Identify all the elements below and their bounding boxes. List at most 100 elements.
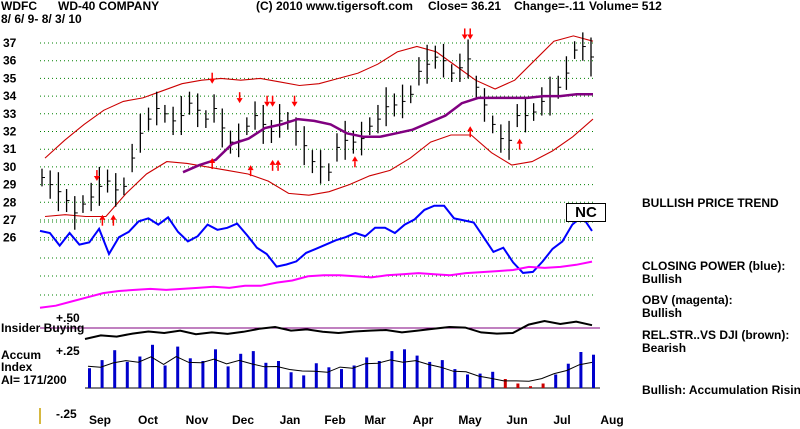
relstr-value: Bearish xyxy=(642,341,687,355)
sell-arrow xyxy=(236,98,243,104)
accum-bar xyxy=(390,351,394,388)
accum-bar xyxy=(529,386,532,388)
y-tick-label: 36 xyxy=(3,54,17,68)
closing-power-title: CLOSING POWER (blue): xyxy=(642,259,786,273)
accum-bar xyxy=(88,368,91,388)
buy-arrow xyxy=(275,159,282,165)
buy-arrow xyxy=(351,156,358,162)
change-value: Change=-.11 xyxy=(514,0,586,13)
accum-bar xyxy=(314,363,318,388)
sell-arrow xyxy=(291,101,298,107)
buy-arrow xyxy=(99,214,106,220)
buy-arrow xyxy=(516,138,523,144)
accum-bar xyxy=(592,354,595,388)
accum-bar xyxy=(352,365,356,388)
closing-power-line xyxy=(39,204,593,274)
sell-arrow xyxy=(467,34,474,40)
accum-bar xyxy=(440,360,444,388)
buy-arrow xyxy=(269,159,276,165)
accum-bar xyxy=(403,349,406,388)
accum-bar xyxy=(327,367,331,388)
x-tick-label: Sep xyxy=(89,413,111,427)
buy-arrow xyxy=(467,126,474,132)
accum-bar xyxy=(277,361,280,388)
x-tick-label: Feb xyxy=(324,413,345,427)
buy-arrow xyxy=(247,165,254,171)
x-axis-ticks: Sep Oct Nov Dec Jan Feb Mar Apr May Jun Jul Aug xyxy=(89,413,624,427)
accum-label: Accum xyxy=(1,348,42,362)
x-tick-label: Jun xyxy=(506,413,527,427)
closing-power-value: Bullish xyxy=(642,272,683,286)
insider-buying-panel xyxy=(40,319,600,340)
accum-bar xyxy=(239,353,243,388)
nc-badge: NC xyxy=(566,203,606,222)
accum-bar xyxy=(125,361,129,388)
closing-power xyxy=(39,204,593,274)
relstr-title: REL.STR..VS DJI (brown): xyxy=(642,328,790,342)
copyright: (C) 2010 www.tigersoft.com xyxy=(256,0,413,13)
lower-band xyxy=(44,118,594,218)
index-label: Index xyxy=(1,360,33,374)
obv-value: Bullish xyxy=(642,306,683,320)
x-tick-label: Oct xyxy=(138,413,158,427)
accum-bar xyxy=(365,357,369,388)
accum-bar xyxy=(176,346,180,388)
sell-arrow xyxy=(269,101,276,107)
volume-value: Volume= 512 xyxy=(589,0,662,13)
company-name: WD-40 COMPANY xyxy=(58,0,160,13)
x-tick-label: Jan xyxy=(280,413,301,427)
insider-buying-label: Insider Buying xyxy=(1,321,85,335)
y-tick-label: 30 xyxy=(3,160,17,174)
accum-bar xyxy=(302,375,306,388)
plus25-label: +.25 xyxy=(56,344,80,358)
buy-arrow xyxy=(209,158,216,164)
trading-bands xyxy=(44,35,594,218)
moving-average-line xyxy=(182,93,593,174)
trend-label: BULLISH PRICE TREND xyxy=(642,196,779,210)
x-tick-label: Jul xyxy=(553,413,570,427)
accum-bar xyxy=(100,360,104,388)
accum-bar xyxy=(503,379,507,388)
accum-bar xyxy=(188,358,192,388)
accum-bar xyxy=(226,366,230,388)
accum-bar xyxy=(453,369,457,388)
x-tick-label: Dec xyxy=(232,413,254,427)
accum-average xyxy=(87,356,593,382)
y-tick-label: 37 xyxy=(3,36,17,50)
accum-bar xyxy=(251,351,255,388)
accum-bar xyxy=(466,374,469,388)
ticker: WDFC xyxy=(1,0,37,13)
accum-bar xyxy=(541,383,545,388)
y-tick-label: 35 xyxy=(3,71,17,85)
y-tick-label: 26 xyxy=(3,231,17,245)
price-bars xyxy=(41,32,594,230)
x-tick-label: Aug xyxy=(600,413,623,427)
accum-bar xyxy=(579,352,583,388)
y-tick-label: 31 xyxy=(3,142,17,156)
accum-bar xyxy=(289,372,293,388)
y-tick-label: 32 xyxy=(3,125,17,139)
accum-bar xyxy=(415,355,419,388)
accum-bar xyxy=(151,344,154,388)
accum-bar xyxy=(478,373,482,388)
accum-bar xyxy=(201,361,205,388)
accum-bar xyxy=(340,369,343,388)
signal-arrows xyxy=(93,28,523,226)
sell-arrow xyxy=(461,34,468,40)
relstr-line xyxy=(84,319,593,340)
accum-bar xyxy=(566,363,570,388)
accum-bar xyxy=(491,371,495,388)
y-tick-label: 33 xyxy=(3,107,17,121)
sell-arrow xyxy=(93,176,100,182)
x-tick-label: Nov xyxy=(186,413,209,427)
obv-title: OBV (magenta): xyxy=(642,293,733,307)
sell-arrow xyxy=(209,78,216,84)
accum-bar xyxy=(377,361,381,388)
minus25-label: -.25 xyxy=(56,407,77,421)
x-tick-label: May xyxy=(458,413,482,427)
plus50-label: +.50 xyxy=(56,311,80,325)
sell-arrow xyxy=(264,101,271,107)
date-range: 8/ 6/ 9- 8/ 3/ 10 xyxy=(1,12,82,26)
accum-bar xyxy=(554,374,558,388)
